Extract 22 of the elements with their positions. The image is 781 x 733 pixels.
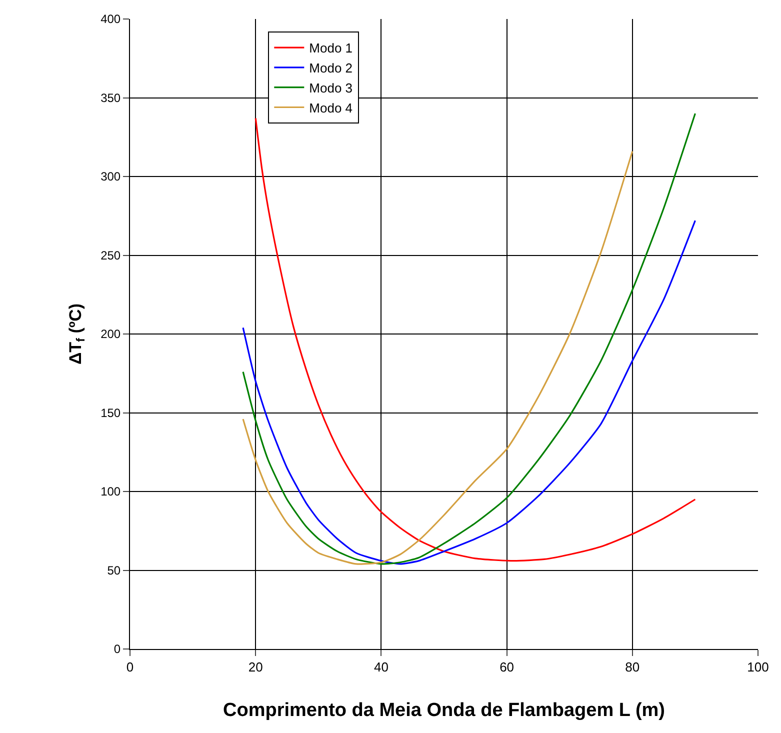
y-tick-label: 0 xyxy=(114,642,121,656)
x-tick-label: 80 xyxy=(625,660,640,675)
y-tick-label: 350 xyxy=(100,90,121,105)
x-axis-title: Comprimento da Meia Onda de Flambagem L (m) xyxy=(223,700,665,721)
legend-label: Modo 4 xyxy=(309,100,353,116)
y-tick-label: 300 xyxy=(100,170,121,184)
y-tick-label: 50 xyxy=(107,563,121,578)
y-tick-label: 100 xyxy=(100,484,121,499)
x-tick-label: 20 xyxy=(248,660,263,675)
x-tick-label: 60 xyxy=(500,660,514,675)
y-tick-label: 150 xyxy=(100,406,121,420)
line-series xyxy=(242,150,634,565)
x-tick-label: 40 xyxy=(374,660,388,675)
x-tick-label: 0 xyxy=(126,660,134,675)
line-series xyxy=(242,220,696,565)
y-tick-label: 250 xyxy=(100,248,121,262)
legend-label: Modo 3 xyxy=(309,80,353,96)
legend-label: Modo 2 xyxy=(309,60,353,76)
legend-label: Modo 1 xyxy=(309,40,353,56)
y-tick-label: 400 xyxy=(100,12,121,26)
y-tick-label: 200 xyxy=(100,327,121,342)
x-tick-label: 100 xyxy=(747,660,769,675)
